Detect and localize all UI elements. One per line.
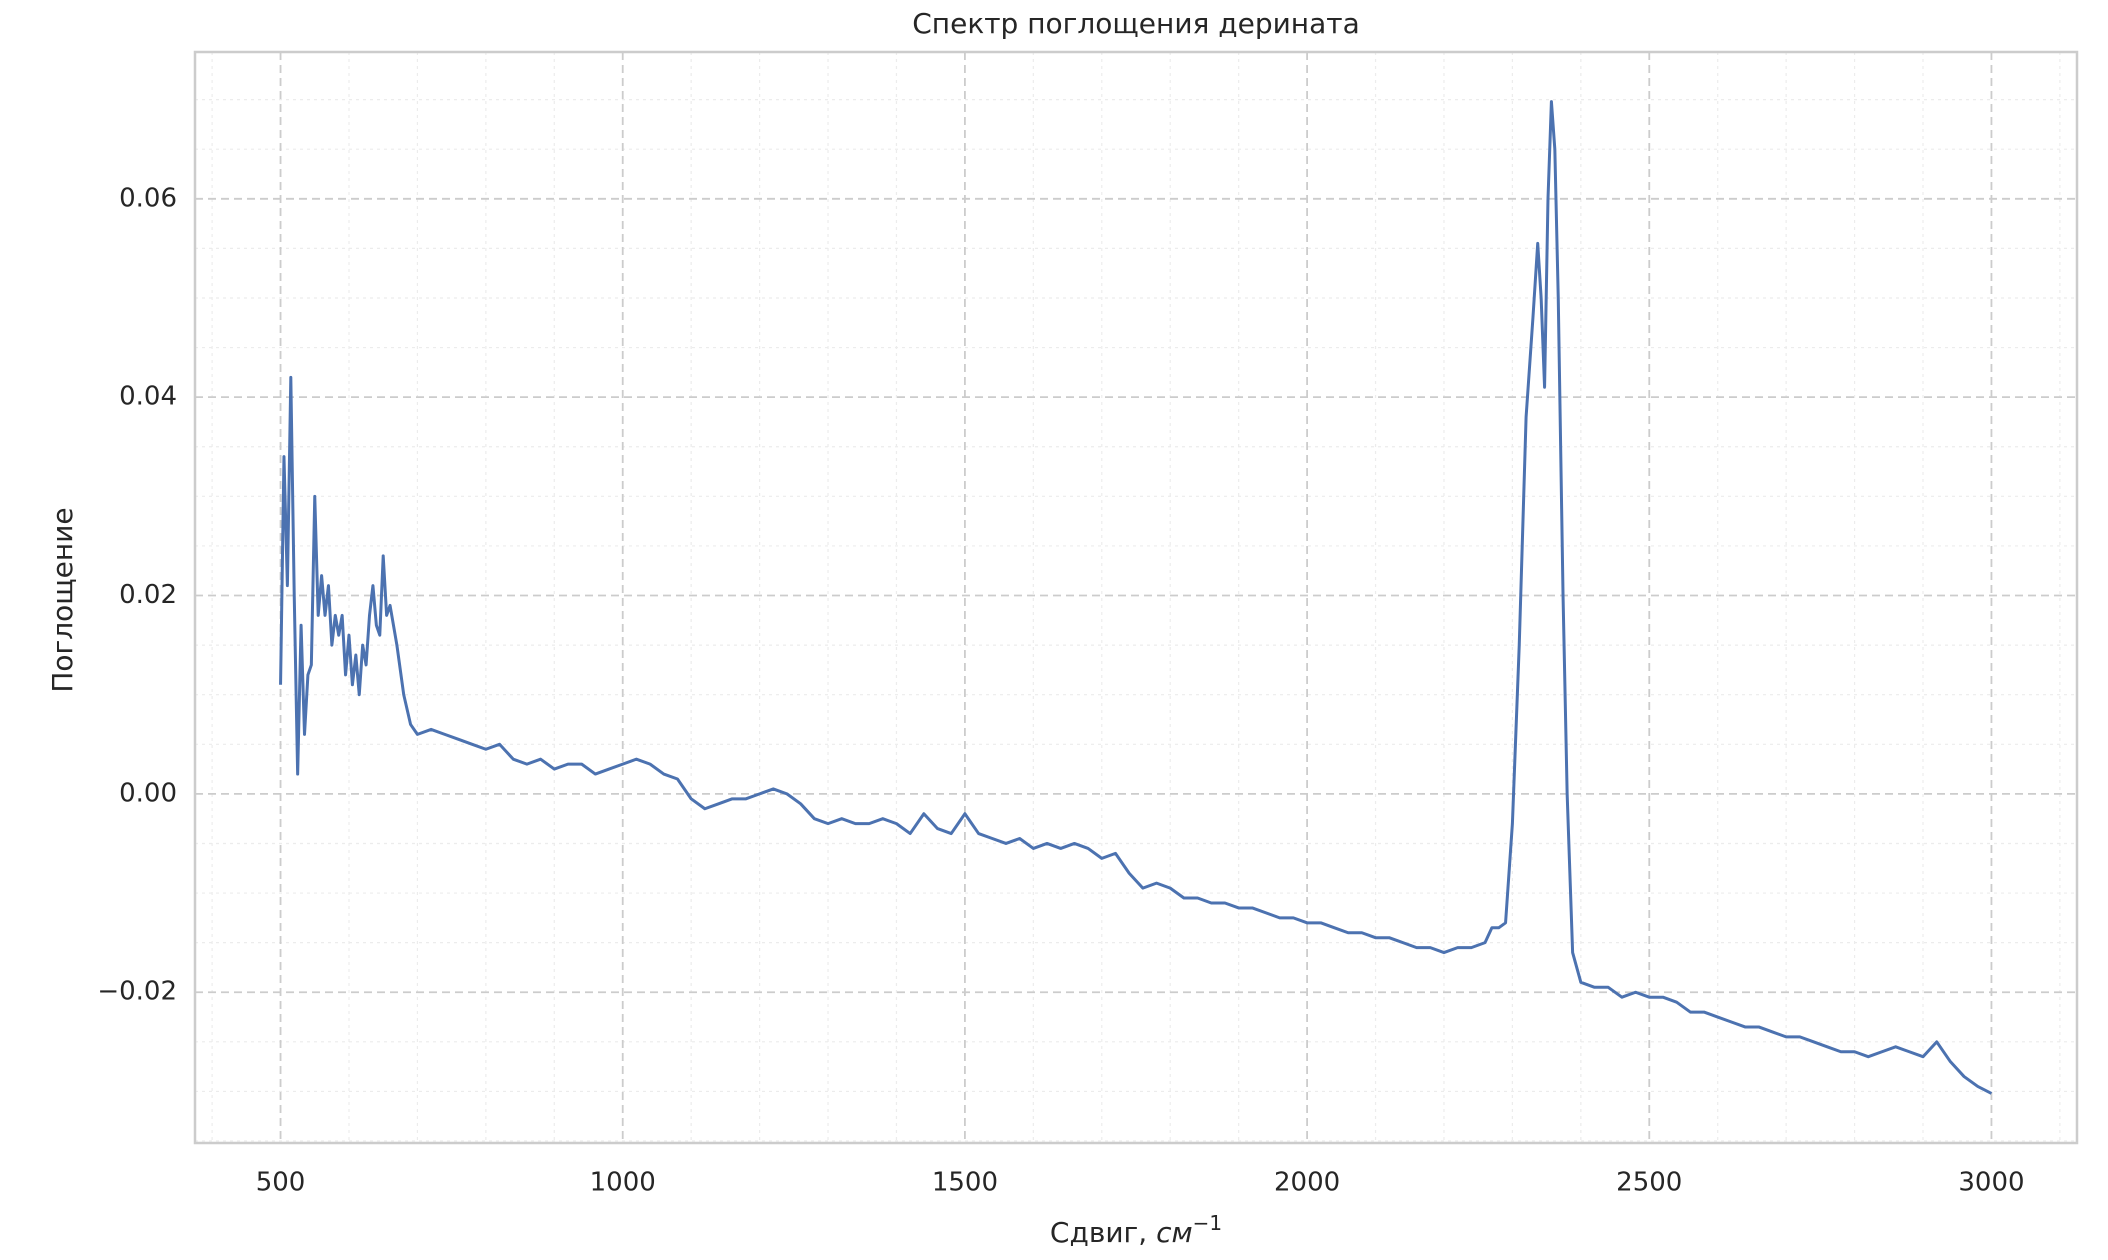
chart-title: Спектр поглощения дерината	[912, 7, 1360, 40]
y-tick-label: −0.02	[97, 977, 177, 1007]
plot-frame	[193, 50, 2079, 1145]
x-tick-label: 1000	[590, 1168, 656, 1198]
x-axis-label: Сдвиг, см−1	[1050, 1211, 1222, 1250]
x-tick-label: 3000	[1958, 1168, 2024, 1198]
y-tick-label: 0.06	[119, 183, 177, 213]
data-line	[279, 100, 1993, 1095]
y-tick-label: 0.02	[119, 580, 177, 610]
x-tick-label: 1500	[932, 1168, 998, 1198]
y-tick-label: 0.04	[119, 382, 177, 412]
x-tick-label: 2500	[1616, 1168, 1682, 1198]
x-tick-label: 500	[256, 1168, 306, 1198]
x-tick-label: 2000	[1274, 1168, 1340, 1198]
x-label-exponent: −1	[1193, 1211, 1222, 1235]
y-axis-label: Поглощение	[46, 507, 79, 692]
x-label-text: Сдвиг,	[1050, 1216, 1147, 1249]
y-tick-label: 0.00	[119, 778, 177, 808]
x-label-unit: см	[1156, 1216, 1193, 1249]
